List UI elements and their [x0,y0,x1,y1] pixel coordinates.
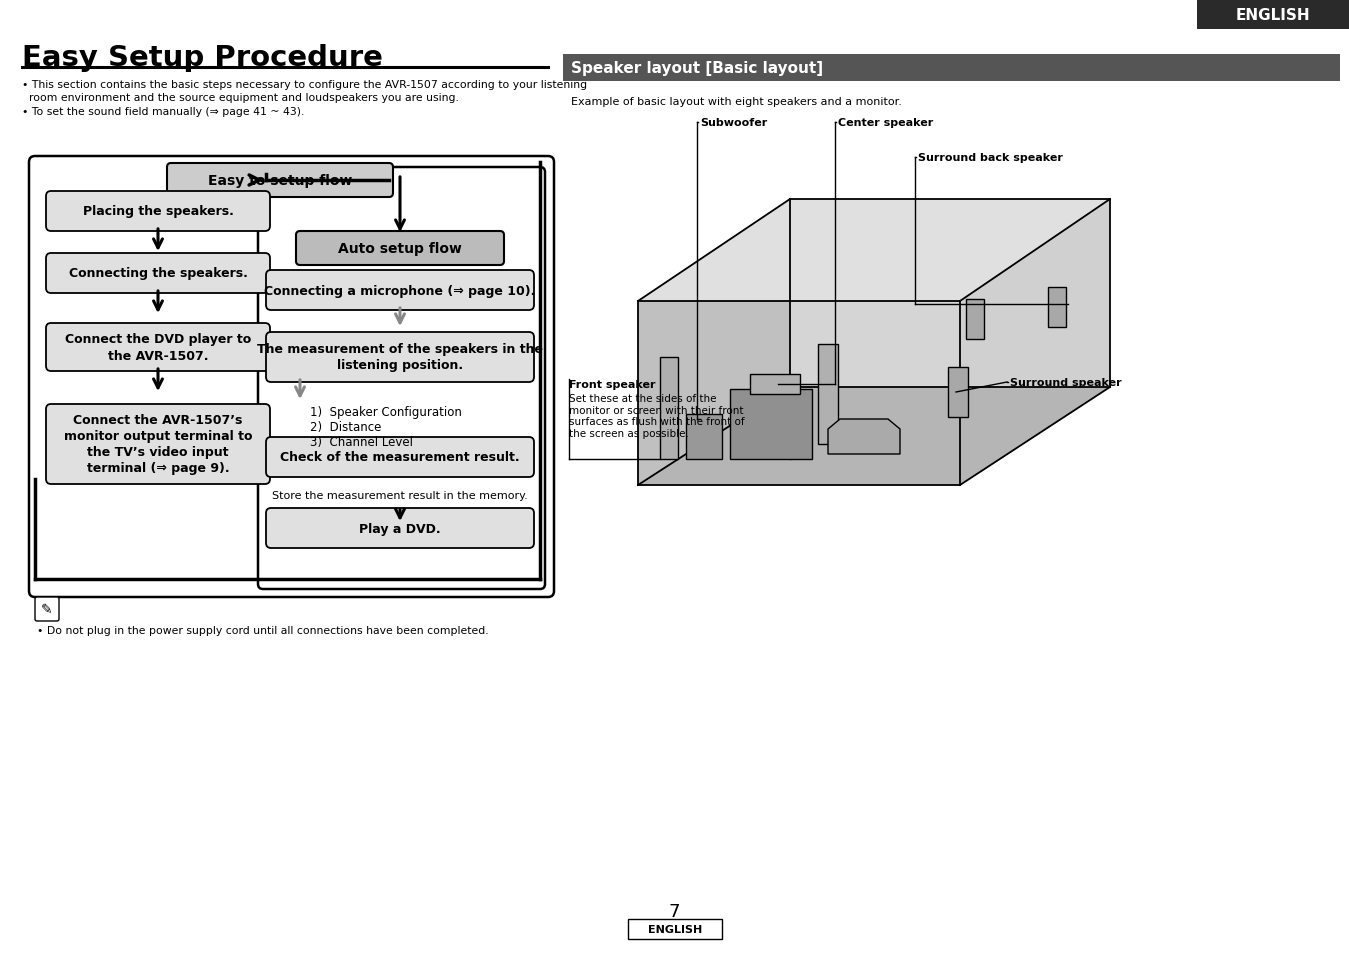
Text: Subwoofer: Subwoofer [700,118,768,128]
Text: Set these at the sides of the
monitor or screen with their front
surfaces as flu: Set these at the sides of the monitor or… [569,394,745,438]
Text: Front speaker: Front speaker [569,379,656,390]
Text: Connecting a microphone (⇒ page 10).: Connecting a microphone (⇒ page 10). [264,284,536,297]
FancyBboxPatch shape [35,598,59,621]
Bar [660,357,679,459]
FancyBboxPatch shape [167,164,393,198]
Text: Speaker layout [Basic layout]: Speaker layout [Basic layout] [571,61,823,76]
Text: 7: 7 [668,902,680,920]
FancyBboxPatch shape [46,324,270,372]
Text: Check of the measurement result.: Check of the measurement result. [281,451,519,464]
Text: Surround back speaker: Surround back speaker [919,152,1063,163]
Text: Store the measurement result in the memory.: Store the measurement result in the memo… [272,491,527,500]
Polygon shape [638,200,1110,302]
Text: Auto setup flow: Auto setup flow [339,242,461,255]
Text: 3)  Channel Level: 3) Channel Level [310,436,413,449]
Bar [730,390,812,459]
Bar [1048,288,1066,328]
Text: The measurement of the speakers in the
listening position.: The measurement of the speakers in the l… [258,343,544,372]
Bar [1197,0,1349,30]
FancyBboxPatch shape [46,192,270,232]
Bar [817,345,838,444]
Text: Play a DVD.: Play a DVD. [359,522,441,535]
Polygon shape [960,200,1110,485]
Text: Center speaker: Center speaker [838,118,934,128]
FancyBboxPatch shape [266,333,534,382]
Text: Surround speaker: Surround speaker [1010,377,1121,388]
Text: ENGLISH: ENGLISH [648,924,701,934]
Bar [948,368,969,417]
Text: ENGLISH: ENGLISH [1236,8,1310,23]
FancyBboxPatch shape [258,168,545,589]
Text: ✎: ✎ [42,602,53,617]
FancyBboxPatch shape [266,271,534,311]
Polygon shape [828,419,900,455]
Polygon shape [791,200,1110,388]
Text: Placing the speakers.: Placing the speakers. [82,205,233,218]
Bar [750,375,800,395]
Text: room environment and the source equipment and loudspeakers you are using.: room environment and the source equipmen… [22,92,459,103]
Text: Connecting the speakers.: Connecting the speakers. [69,267,247,280]
Polygon shape [638,200,791,485]
Bar [966,299,983,339]
Text: • Do not plug in the power supply cord until all connections have been completed: • Do not plug in the power supply cord u… [36,625,488,636]
Text: Connect the DVD player to
the AVR-1507.: Connect the DVD player to the AVR-1507. [65,334,251,362]
Text: • To set the sound field manually (⇒ page 41 ~ 43).: • To set the sound field manually (⇒ pag… [22,107,305,117]
Bar [629,919,722,939]
Text: Easy Setup Procedure: Easy Setup Procedure [22,44,383,71]
FancyBboxPatch shape [266,509,534,548]
Text: 2)  Distance: 2) Distance [310,420,382,434]
Text: Easy to setup flow: Easy to setup flow [208,173,352,188]
Text: Connect the AVR-1507’s
monitor output terminal to
the TV’s video input
terminal : Connect the AVR-1507’s monitor output te… [63,414,252,475]
FancyBboxPatch shape [295,232,505,266]
FancyBboxPatch shape [46,405,270,484]
Bar [563,55,1340,82]
Text: 1)  Speaker Configuration: 1) Speaker Configuration [310,406,461,418]
Bar [687,415,722,459]
FancyBboxPatch shape [46,253,270,294]
FancyBboxPatch shape [266,437,534,477]
Text: Example of basic layout with eight speakers and a monitor.: Example of basic layout with eight speak… [571,97,902,107]
Polygon shape [638,388,1110,485]
FancyBboxPatch shape [28,157,554,598]
Text: • This section contains the basic steps necessary to configure the AVR-1507 acco: • This section contains the basic steps … [22,80,587,90]
